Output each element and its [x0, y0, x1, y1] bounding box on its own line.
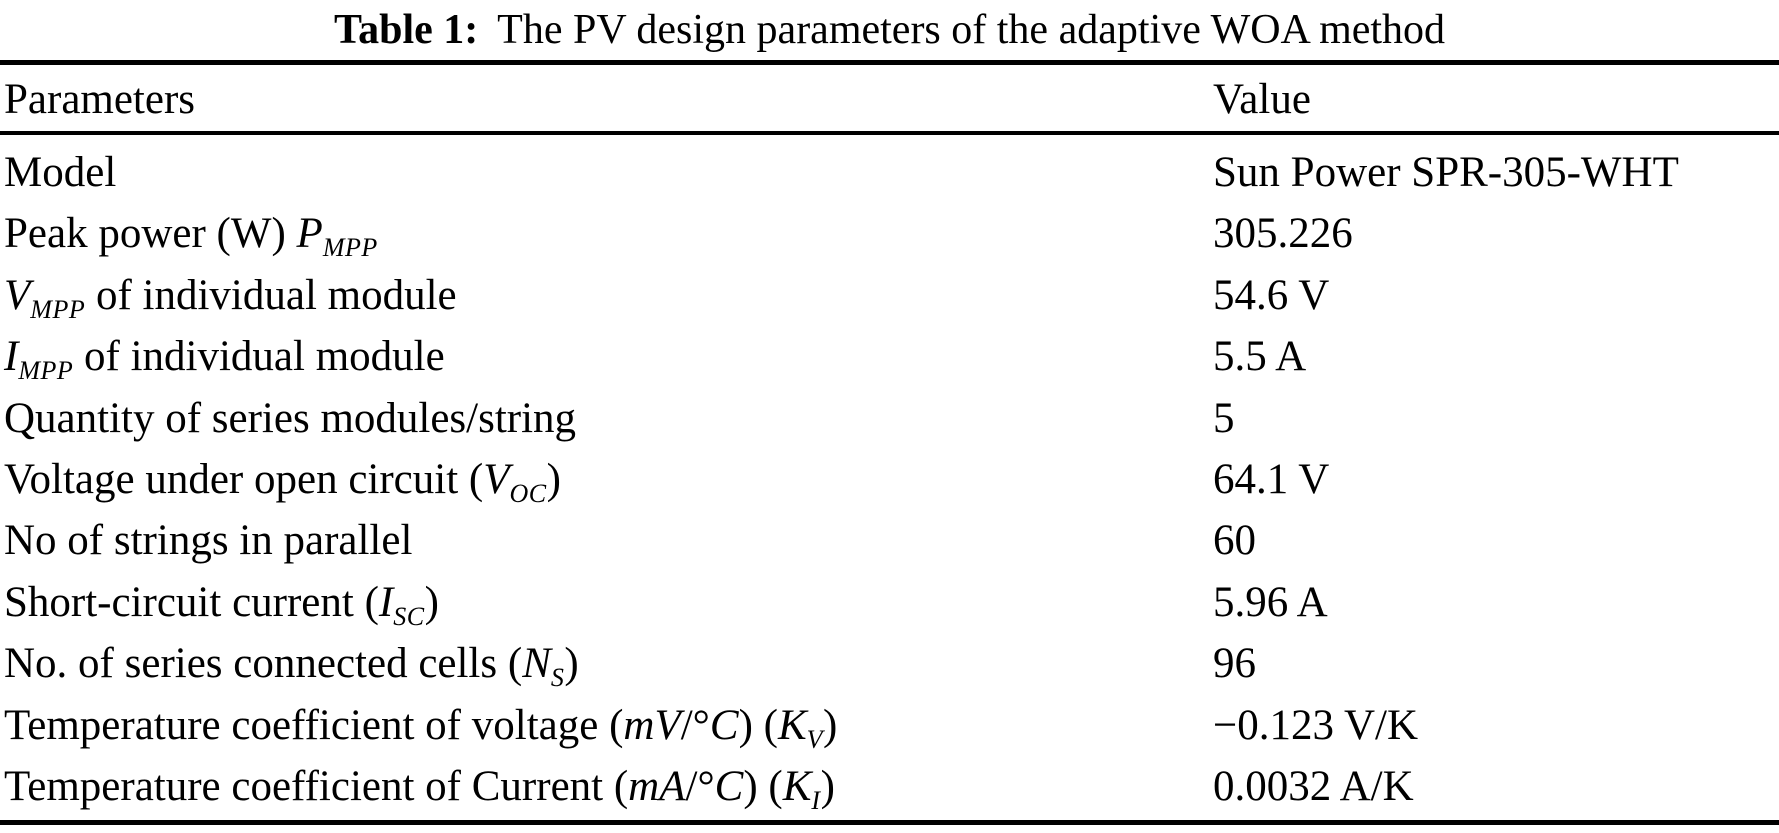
- value-cell: 305.226: [1213, 210, 1353, 258]
- value-cell: 96: [1213, 640, 1256, 688]
- parameter-text: Peak power (W): [4, 210, 297, 258]
- parameter-text: I: [4, 333, 19, 381]
- table-header-row: Parameters Value: [0, 65, 1779, 131]
- parameter-text: of individual module: [85, 271, 457, 319]
- parameter-cell: VMPP of individual module: [4, 265, 1213, 326]
- parameter-text: N: [522, 640, 551, 688]
- table-row: VMPP of individual module 54.6 V: [0, 265, 1779, 326]
- parameter-cell: Quantity of series modules/string: [4, 388, 1213, 449]
- parameter-cell: Temperature coefficient of voltage (mV/°…: [4, 695, 1213, 756]
- value-cell: 5.96 A: [1213, 578, 1328, 626]
- parameter-text: Quantity of series modules/string: [4, 394, 577, 442]
- table-header-rule: [0, 131, 1779, 135]
- table-top-rule: [0, 60, 1779, 65]
- subscript-text: MPP: [30, 294, 86, 324]
- table-caption-label: Table 1:: [333, 7, 479, 53]
- table-row: Short-circuit current (ISC) 5.96 A: [0, 572, 1779, 633]
- parameter-text: K: [782, 762, 812, 810]
- table-row: Peak power (W) PMPP 305.226: [0, 203, 1779, 264]
- parameter-text: No. of series connected cells (: [4, 640, 523, 688]
- value-cell: 0.0032 A/K: [1213, 762, 1414, 810]
- parameter-cell: Short-circuit current (ISC): [4, 572, 1213, 633]
- table-row: No. of series connected cells (NS) 96: [0, 633, 1779, 694]
- table-row: Quantity of series modules/string 5: [0, 388, 1779, 449]
- table-body: Model Sun Power SPR-305-WHT Peak power (W)…: [0, 135, 1779, 817]
- parameter-text: I: [378, 578, 394, 626]
- table-row: Temperature coefficient of voltage (mV/°…: [0, 695, 1779, 756]
- parameter-text: C: [714, 762, 744, 810]
- parameter-text: Short-circuit current (: [4, 578, 379, 626]
- parameter-text: /°: [685, 762, 715, 810]
- parameter-text: V: [483, 455, 510, 503]
- value-cell: 5: [1213, 394, 1235, 442]
- table-row: Voltage under open circuit (VOC) 64.1 V: [0, 449, 1779, 510]
- parameter-text: ): [820, 762, 835, 810]
- parameter-text: ) (: [743, 762, 783, 810]
- parameter-cell: IMPP of individual module: [4, 326, 1213, 387]
- parameter-text: P: [296, 210, 323, 258]
- parameter-text: /°: [680, 701, 710, 749]
- subscript-text: MPP: [322, 233, 378, 263]
- table-caption: Table 1: The PV design parameters of the…: [0, 0, 1779, 60]
- table-row: No of strings in parallel 60: [0, 510, 1779, 571]
- value-cell: 5.5 A: [1213, 333, 1307, 381]
- table-caption-text: The PV design parameters of the adaptive…: [497, 7, 1446, 53]
- parameter-text: Voltage under open circuit (: [4, 455, 484, 503]
- parameter-text: ): [424, 578, 439, 626]
- parameter-text: ) (: [738, 701, 778, 749]
- table-bottom-rule: [0, 820, 1779, 826]
- parameter-text: ): [564, 640, 579, 688]
- parameter-cell: No. of series connected cells (NS): [4, 633, 1213, 694]
- parameter-text: ): [823, 701, 838, 749]
- parameter-text: Temperature coefficient of voltage (: [4, 701, 624, 749]
- value-cell: 64.1 V: [1213, 455, 1330, 503]
- table-row: IMPP of individual module 5.5 A: [0, 326, 1779, 387]
- parameter-cell: Voltage under open circuit (VOC): [4, 449, 1213, 510]
- parameter-text: ): [546, 455, 561, 503]
- parameter-text: mA: [628, 762, 686, 810]
- table-row: Model Sun Power SPR-305-WHT: [0, 142, 1779, 203]
- subscript-text: SC: [393, 601, 425, 631]
- value-cell: Sun Power SPR-305-WHT: [1213, 149, 1679, 196]
- parameter-cell: No of strings in parallel: [4, 510, 1213, 571]
- subscript-text: I: [811, 785, 821, 815]
- parameter-cell: Model: [4, 142, 1213, 203]
- subscript-text: MPP: [18, 356, 74, 386]
- column-header-parameters: Parameters: [4, 76, 196, 123]
- parameter-cell: Temperature coefficient of Current (mA/°…: [4, 756, 1213, 817]
- parameter-text: V: [4, 271, 31, 319]
- parameter-text: of individual module: [73, 333, 445, 381]
- parameter-text: Model: [4, 149, 117, 196]
- parameter-text: K: [777, 701, 807, 749]
- value-cell: −0.123 V/K: [1213, 701, 1419, 749]
- subscript-text: OC: [509, 478, 547, 508]
- parameter-text: mV: [623, 701, 681, 749]
- subscript-text: V: [806, 724, 824, 754]
- value-cell: 54.6 V: [1213, 271, 1330, 319]
- parameter-text: No of strings in parallel: [4, 517, 413, 565]
- parameter-text: C: [709, 701, 739, 749]
- table-row: Temperature coefficient of Current (mA/°…: [0, 756, 1779, 817]
- parameter-text: Temperature coefficient of Current (: [4, 762, 629, 810]
- parameter-cell: Peak power (W) PMPP: [4, 203, 1213, 264]
- column-header-value: Value: [1213, 76, 1311, 123]
- value-cell: 60: [1213, 517, 1256, 565]
- subscript-text: S: [550, 663, 565, 693]
